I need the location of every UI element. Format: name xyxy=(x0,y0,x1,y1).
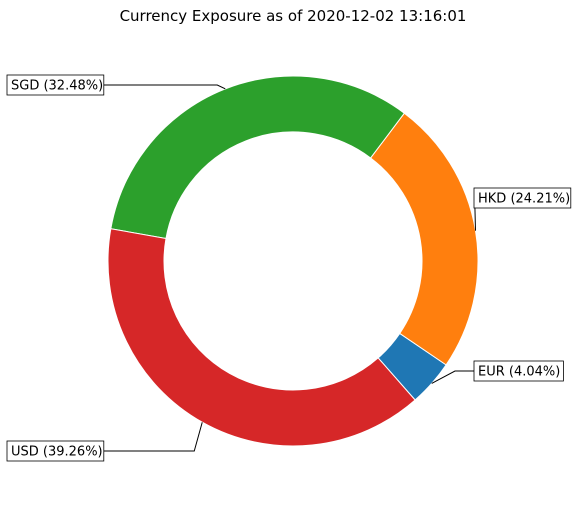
slice-label-eur: EUR (4.04%) xyxy=(478,365,560,380)
leader-line-sgd xyxy=(103,84,226,90)
donut-slices xyxy=(107,75,479,447)
slice-label-usd: USD (39.26%) xyxy=(11,445,103,460)
slice-sgd xyxy=(110,75,406,240)
label-box-usd xyxy=(6,440,105,462)
label-box-eur xyxy=(473,360,564,382)
label-box-hkd xyxy=(473,187,572,209)
chart-title: Currency Exposure as of 2020-12-02 13:16… xyxy=(120,7,467,25)
slice-labels: EUR (4.04%) HKD (24.21%) SGD (32.48%) USD (… xyxy=(6,74,572,462)
slice-label-hkd: HKD (24.21%) xyxy=(478,192,570,207)
leader-line-eur xyxy=(431,370,474,384)
slice-hkd xyxy=(369,112,479,366)
leader-line-usd xyxy=(103,422,203,452)
slice-usd xyxy=(107,228,416,447)
label-box-sgd xyxy=(6,74,105,96)
slice-label-sgd: SGD (32.48%) xyxy=(11,79,103,94)
